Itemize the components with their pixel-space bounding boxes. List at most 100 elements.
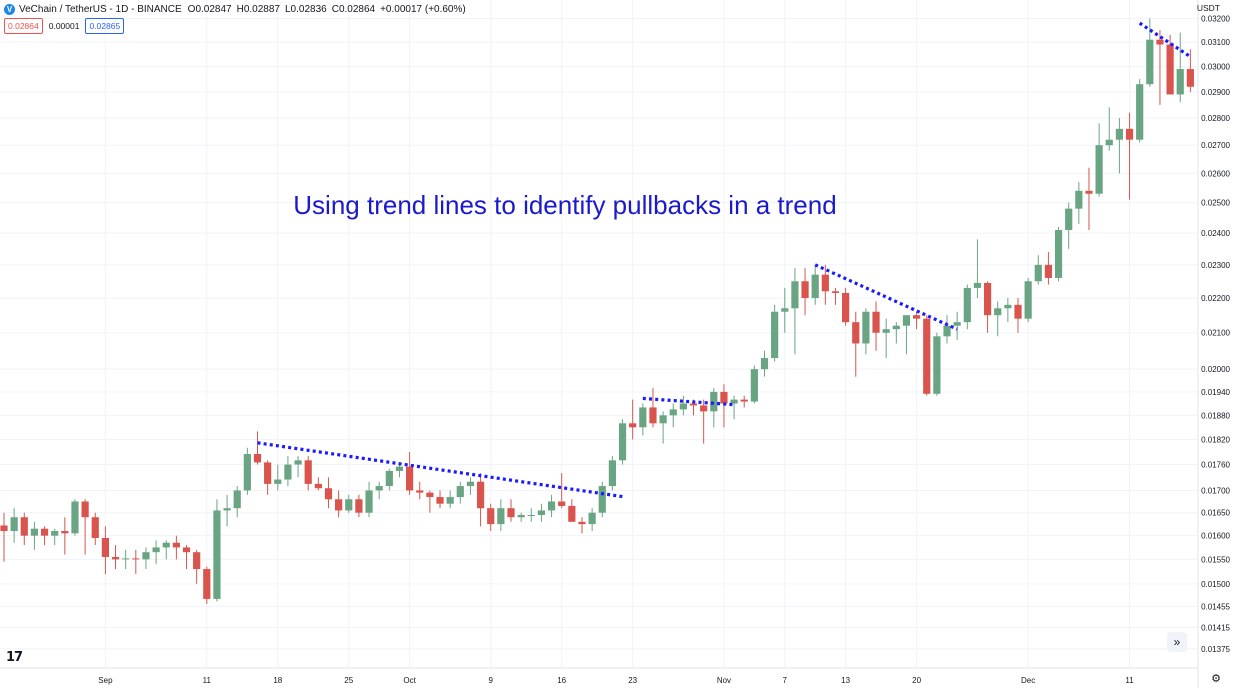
ohlc-close: C0.02864 (331, 3, 376, 15)
candle-body (162, 542, 170, 548)
candle-body (51, 531, 59, 536)
candle-body (700, 405, 708, 412)
candle (973, 239, 982, 299)
candle (517, 512, 525, 522)
candle-body (40, 528, 49, 536)
candle-body (882, 329, 890, 333)
candle-body (476, 481, 485, 509)
candle-body (1004, 304, 1012, 309)
candle (213, 499, 221, 602)
candle-body (1105, 139, 1113, 146)
candle-body (253, 454, 262, 463)
candle (669, 403, 677, 428)
time-tick-label: 16 (557, 676, 566, 685)
candle (1034, 255, 1042, 285)
candle (61, 517, 69, 555)
candle (831, 287, 840, 305)
candle-body (923, 318, 931, 394)
candle-body (517, 514, 525, 518)
candle-body (629, 423, 637, 428)
candle-body (487, 508, 495, 525)
candle-body (335, 499, 343, 511)
trend-line (257, 441, 623, 499)
time-tick-label: 13 (841, 676, 850, 685)
price-tick-label: 0.02400 (1201, 229, 1230, 238)
candle (122, 549, 130, 570)
time-axis[interactable]: Sep 11 18 25 Oct 9 16 23 Nov 7 13 20 Dec 11 (0, 667, 1198, 685)
candle-body (436, 497, 444, 504)
candle-body (831, 291, 840, 293)
price-tick-label: 0.02700 (1201, 141, 1230, 150)
candle (821, 264, 829, 305)
candle-body (375, 486, 383, 491)
candle (558, 473, 566, 509)
candle-body (994, 308, 1002, 316)
candle-body (953, 322, 961, 326)
settings-gear-icon[interactable]: ⚙ (1211, 673, 1221, 685)
symbol-title[interactable]: VeChain / TetherUS - 1D - BINANCE (19, 3, 182, 15)
candle (811, 264, 819, 305)
ohlc-high: H0.02887 (236, 3, 280, 15)
candle-body (101, 538, 109, 557)
candle (679, 395, 687, 416)
candle (710, 388, 718, 428)
ohlc-open: O0.02847 (187, 3, 232, 15)
candle (355, 494, 363, 518)
candle-body (182, 547, 191, 553)
candle (963, 284, 971, 330)
candle (629, 399, 637, 440)
price-tick-label: 0.01820 (1201, 436, 1230, 445)
price-tick-label: 0.01700 (1201, 486, 1230, 495)
candle (203, 566, 211, 604)
candle-body (578, 521, 586, 525)
candle (902, 315, 911, 355)
candle-body (345, 499, 353, 511)
candle-body (507, 508, 515, 518)
candle-body (1166, 44, 1174, 95)
price-tick-label: 0.01600 (1201, 532, 1230, 541)
candle (10, 508, 18, 543)
candle-body (426, 492, 434, 498)
candle-body (811, 274, 819, 299)
candle-body (669, 409, 677, 416)
tradingview-logo-icon[interactable]: 17 (6, 650, 23, 665)
buy-price-button[interactable]: 0.02865 (85, 18, 125, 34)
candle (20, 512, 28, 546)
candle (1115, 118, 1123, 174)
candle-body (760, 358, 769, 370)
price-axis[interactable]: 0.033000.032000.031000.030000.029000.028… (1197, 0, 1231, 688)
candle-body (598, 486, 606, 513)
candle (30, 521, 39, 550)
candle-body (284, 464, 292, 480)
candle (365, 481, 373, 518)
candle-body (81, 501, 89, 518)
candle (132, 549, 140, 574)
price-tick-label: 0.02300 (1201, 261, 1230, 270)
candle-body (395, 466, 404, 471)
time-tick-label: 23 (628, 676, 637, 685)
candle-body (142, 552, 150, 560)
candle (253, 431, 262, 465)
candle (659, 411, 667, 444)
candle (1105, 107, 1113, 151)
candle (466, 477, 475, 495)
scroll-to-realtime-icon[interactable]: » (1167, 632, 1187, 652)
candles (0, 18, 1194, 604)
candle (233, 486, 241, 518)
candle (720, 384, 728, 428)
candle-body (1024, 281, 1032, 319)
candle (436, 490, 444, 509)
candle (0, 512, 8, 562)
candle-body (10, 517, 18, 532)
candle-body (1085, 190, 1093, 194)
candle-body (111, 556, 120, 560)
candle-body (710, 391, 718, 412)
sell-price-button[interactable]: 0.02864 (4, 18, 43, 34)
candle (111, 545, 120, 570)
candle (983, 281, 992, 333)
candle (1125, 112, 1134, 200)
candle-body (30, 528, 39, 536)
candle-body (679, 403, 687, 410)
currency-label[interactable]: USDT (1196, 3, 1220, 13)
